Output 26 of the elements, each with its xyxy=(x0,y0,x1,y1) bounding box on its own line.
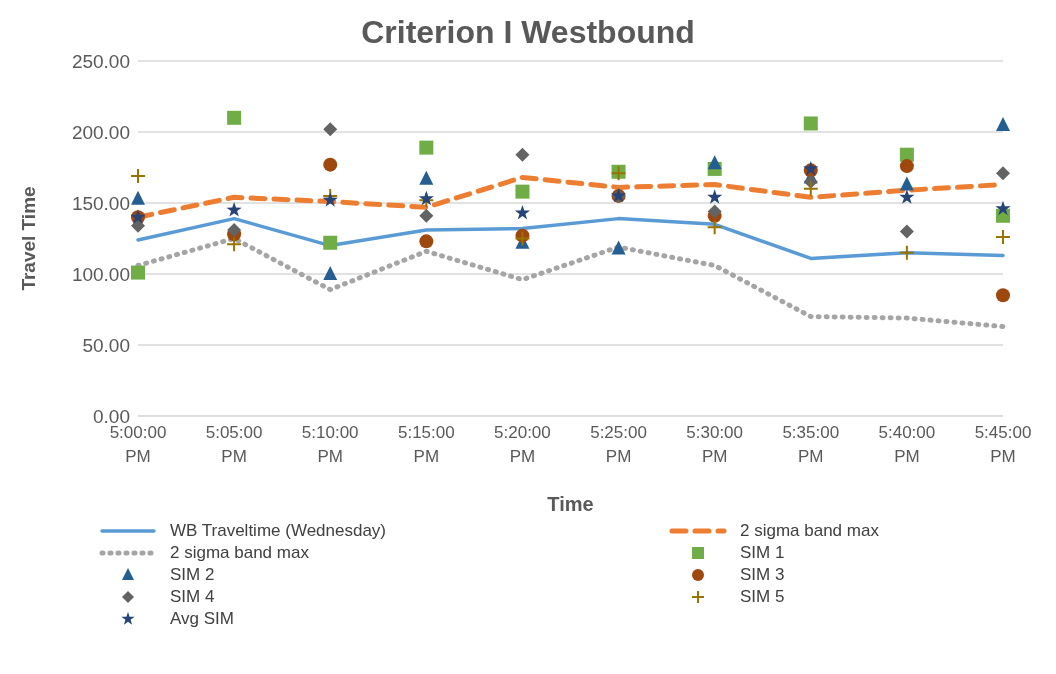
y-tick-label: 250.00 xyxy=(71,50,130,72)
x-axis-title: Time xyxy=(547,493,594,515)
chart-title: Criterion I Westbound xyxy=(360,14,696,51)
x-tick-label: 5:40:00 PM xyxy=(878,423,936,466)
x-tick-label: 5:15:00 PM xyxy=(397,423,455,466)
legend-label: WB Traveltime (Wednesday) xyxy=(170,521,387,541)
y-axis-title: Travel Time xyxy=(17,186,39,291)
x-tick-label: 5:25:00 PM xyxy=(590,423,647,466)
legend-label: 2 sigma band max xyxy=(740,521,879,541)
x-tick-label: 5:20:00 PM xyxy=(494,423,551,466)
x-tick-label: 5:45:00 PM xyxy=(974,423,1032,466)
legend-label: SIM 1 xyxy=(740,543,785,563)
legend-label: SIM 3 xyxy=(740,565,785,585)
legend-label: SIM 4 xyxy=(170,587,215,607)
x-tick-label: 5:05:00 PM xyxy=(205,423,263,466)
x-tick-label: 5:35:00 PM xyxy=(782,423,840,466)
y-tick-label: 150.00 xyxy=(71,192,130,214)
legend-label: Avg SIM xyxy=(170,609,234,629)
legend-label: SIM 5 xyxy=(740,587,785,607)
x-tick-label: 5:30:00 PM xyxy=(686,423,744,466)
legend-label: 2 sigma band max xyxy=(170,543,309,563)
y-tick-label: 200.00 xyxy=(71,121,130,143)
y-tick-label: 50.00 xyxy=(82,334,130,356)
x-tick-label: 5:10:00 PM xyxy=(301,423,359,466)
legend-label: SIM 2 xyxy=(170,565,215,585)
y-tick-label: 100.00 xyxy=(71,263,130,285)
